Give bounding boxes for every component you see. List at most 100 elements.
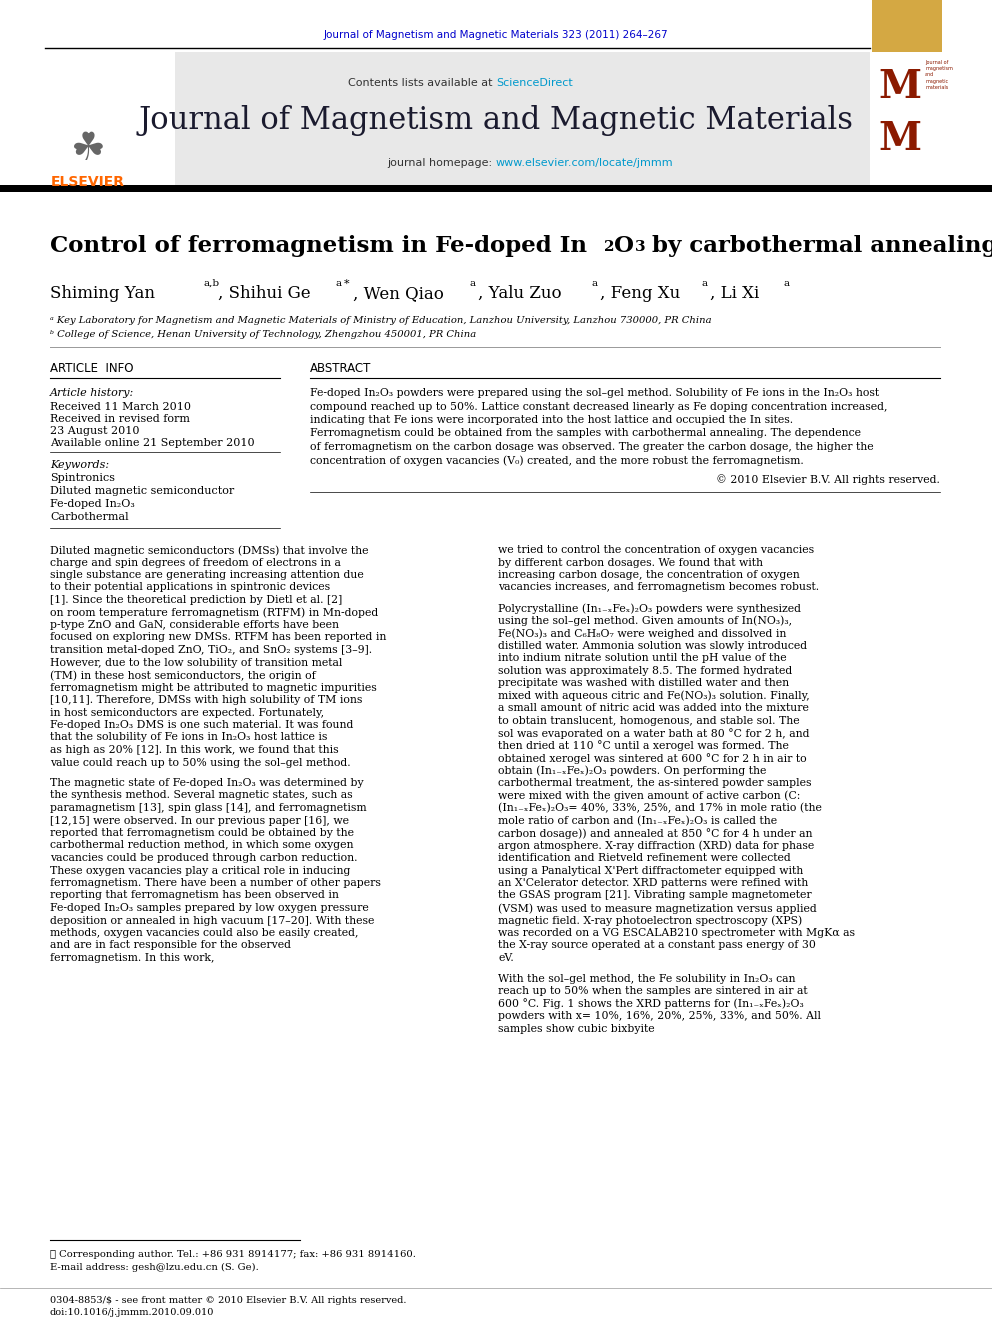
Text: vacancies increases, and ferromagnetism becomes robust.: vacancies increases, and ferromagnetism … — [498, 582, 819, 593]
Text: to their potential applications in spintronic devices: to their potential applications in spint… — [50, 582, 330, 593]
Text: (VSM) was used to measure magnetization versus applied: (VSM) was used to measure magnetization … — [498, 904, 816, 914]
Text: The magnetic state of Fe-doped In₂O₃ was determined by: The magnetic state of Fe-doped In₂O₃ was… — [50, 778, 364, 789]
Text: , Li Xi: , Li Xi — [710, 284, 759, 302]
Text: However, due to the low solubility of transition metal: However, due to the low solubility of tr… — [50, 658, 342, 668]
Text: by carbothermal annealing: by carbothermal annealing — [644, 235, 992, 257]
Text: ☘: ☘ — [70, 130, 105, 168]
Text: in host semiconductors are expected. Fortunately,: in host semiconductors are expected. For… — [50, 708, 324, 717]
Text: Carbothermal: Carbothermal — [50, 512, 129, 523]
Text: Received in revised form: Received in revised form — [50, 414, 190, 423]
Text: a: a — [702, 279, 708, 288]
Text: focused on exploring new DMSs. RTFM has been reported in: focused on exploring new DMSs. RTFM has … — [50, 632, 386, 643]
Text: eV.: eV. — [498, 953, 514, 963]
Text: Journal of Magnetism and Magnetic Materials 323 (2011) 264–267: Journal of Magnetism and Magnetic Materi… — [323, 30, 669, 40]
Text: , Wen Qiao: , Wen Qiao — [353, 284, 443, 302]
Text: *: * — [344, 279, 349, 288]
Text: a,b: a,b — [204, 279, 220, 288]
Text: ⋆ Corresponding author. Tel.: +86 931 8914177; fax: +86 931 8914160.: ⋆ Corresponding author. Tel.: +86 931 89… — [50, 1250, 416, 1259]
Text: Contents lists available at: Contents lists available at — [348, 78, 496, 89]
Text: solution was approximately 8.5. The formed hydrated: solution was approximately 8.5. The form… — [498, 665, 793, 676]
Text: Polycrystalline (In₁₋ₓFeₓ)₂O₃ powders were synthesized: Polycrystalline (In₁₋ₓFeₓ)₂O₃ powders we… — [498, 603, 801, 614]
Text: obtain (In₁₋ₓFeₓ)₂O₃ powders. On performing the: obtain (In₁₋ₓFeₓ)₂O₃ powders. On perform… — [498, 766, 767, 777]
Text: Diluted magnetic semiconductors (DMSs) that involve the: Diluted magnetic semiconductors (DMSs) t… — [50, 545, 368, 556]
Text: as high as 20% [12]. In this work, we found that this: as high as 20% [12]. In this work, we fo… — [50, 745, 338, 755]
Text: Shiming Yan: Shiming Yan — [50, 284, 155, 302]
Text: the GSAS program [21]. Vibrating sample magnetometer: the GSAS program [21]. Vibrating sample … — [498, 890, 811, 901]
Text: ABSTRACT: ABSTRACT — [310, 363, 371, 374]
Text: ferromagnetism. In this work,: ferromagnetism. In this work, — [50, 953, 214, 963]
Text: using a Panalytical X'Pert diffractometer equipped with: using a Panalytical X'Pert diffractomete… — [498, 865, 804, 876]
Text: Keywords:: Keywords: — [50, 460, 109, 470]
Text: a: a — [784, 279, 790, 288]
Text: a small amount of nitric acid was added into the mixture: a small amount of nitric acid was added … — [498, 703, 808, 713]
Text: by different carbon dosages. We found that with: by different carbon dosages. We found th… — [498, 557, 763, 568]
Text: , Shihui Ge: , Shihui Ge — [218, 284, 310, 302]
Text: identification and Rietveld refinement were collected: identification and Rietveld refinement w… — [498, 853, 791, 863]
Text: www.elsevier.com/locate/jmmm: www.elsevier.com/locate/jmmm — [496, 157, 674, 168]
Text: Available online 21 September 2010: Available online 21 September 2010 — [50, 438, 255, 448]
Bar — [45, 52, 870, 185]
Text: to obtain translucent, homogenous, and stable sol. The: to obtain translucent, homogenous, and s… — [498, 716, 800, 725]
Text: an X'Celerator detector. XRD patterns were refined with: an X'Celerator detector. XRD patterns we… — [498, 878, 808, 888]
Text: Fe-doped In₂O₃ powders were prepared using the sol–gel method. Solubility of Fe : Fe-doped In₂O₃ powders were prepared usi… — [310, 388, 879, 398]
Text: into indium nitrate solution until the pH value of the: into indium nitrate solution until the p… — [498, 654, 787, 663]
Text: then dried at 110 °C until a xerogel was formed. The: then dried at 110 °C until a xerogel was… — [498, 741, 789, 751]
Text: that the solubility of Fe ions in In₂O₃ host lattice is: that the solubility of Fe ions in In₂O₃ … — [50, 733, 327, 742]
Text: ᵃ Key Laboratory for Magnetism and Magnetic Materials of Ministry of Education, : ᵃ Key Laboratory for Magnetism and Magne… — [50, 316, 711, 325]
Text: doi:10.1016/j.jmmm.2010.09.010: doi:10.1016/j.jmmm.2010.09.010 — [50, 1308, 214, 1316]
Text: 600 °C. Fig. 1 shows the XRD patterns for (In₁₋ₓFeₓ)₂O₃: 600 °C. Fig. 1 shows the XRD patterns fo… — [498, 999, 804, 1009]
Text: [12,15] were observed. In our previous paper [16], we: [12,15] were observed. In our previous p… — [50, 815, 349, 826]
Text: a: a — [336, 279, 342, 288]
Text: single substance are generating increasing attention due: single substance are generating increasi… — [50, 570, 364, 579]
Text: increasing carbon dosage, the concentration of oxygen: increasing carbon dosage, the concentrat… — [498, 570, 800, 579]
Text: These oxygen vacancies play a critical role in inducing: These oxygen vacancies play a critical r… — [50, 865, 350, 876]
Text: (In₁₋ₓFeₓ)₂O₃= 40%, 33%, 25%, and 17% in mole ratio (the: (In₁₋ₓFeₓ)₂O₃= 40%, 33%, 25%, and 17% in… — [498, 803, 822, 814]
Text: samples show cubic bixbyite: samples show cubic bixbyite — [498, 1024, 655, 1033]
Text: on room temperature ferromagnetism (RTFM) in Mn-doped: on room temperature ferromagnetism (RTFM… — [50, 607, 378, 618]
Text: deposition or annealed in high vacuum [17–20]. With these: deposition or annealed in high vacuum [1… — [50, 916, 374, 926]
Text: a: a — [592, 279, 598, 288]
Text: precipitate was washed with distilled water and then: precipitate was washed with distilled wa… — [498, 677, 789, 688]
Text: 0304-8853/$ - see front matter © 2010 Elsevier B.V. All rights reserved.: 0304-8853/$ - see front matter © 2010 El… — [50, 1297, 407, 1304]
Text: © 2010 Elsevier B.V. All rights reserved.: © 2010 Elsevier B.V. All rights reserved… — [716, 474, 940, 484]
Text: the synthesis method. Several magnetic states, such as: the synthesis method. Several magnetic s… — [50, 791, 352, 800]
Text: ARTICLE  INFO: ARTICLE INFO — [50, 363, 134, 374]
Text: value could reach up to 50% using the sol–gel method.: value could reach up to 50% using the so… — [50, 758, 350, 767]
Text: O: O — [614, 235, 634, 257]
Text: reported that ferromagnetism could be obtained by the: reported that ferromagnetism could be ob… — [50, 828, 354, 837]
Text: magnetic field. X-ray photoelectron spectroscopy (XPS): magnetic field. X-ray photoelectron spec… — [498, 916, 803, 926]
Text: Diluted magnetic semiconductor: Diluted magnetic semiconductor — [50, 486, 234, 496]
Text: concentration of oxygen vacancies (V₀) created, and the more robust the ferromag: concentration of oxygen vacancies (V₀) c… — [310, 455, 804, 466]
Text: and are in fact responsible for the observed: and are in fact responsible for the obse… — [50, 941, 291, 950]
Text: Fe-doped In₂O₃ DMS is one such material. It was found: Fe-doped In₂O₃ DMS is one such material.… — [50, 720, 353, 730]
Text: carbothermal treatment, the as-sintered powder samples: carbothermal treatment, the as-sintered … — [498, 778, 811, 789]
Text: mole ratio of carbon and (In₁₋ₓFeₓ)₂O₃ is called the: mole ratio of carbon and (In₁₋ₓFeₓ)₂O₃ i… — [498, 815, 777, 826]
Text: Ferromagnetism could be obtained from the samples with carbothermal annealing. T: Ferromagnetism could be obtained from th… — [310, 429, 861, 438]
Text: obtained xerogel was sintered at 600 °C for 2 h in air to: obtained xerogel was sintered at 600 °C … — [498, 753, 806, 763]
Text: powders with x= 10%, 16%, 20%, 25%, 33%, and 50%. All: powders with x= 10%, 16%, 20%, 25%, 33%,… — [498, 1011, 821, 1021]
Text: journal homepage:: journal homepage: — [387, 157, 496, 168]
Text: ScienceDirect: ScienceDirect — [496, 78, 572, 89]
Text: ᵇ College of Science, Henan University of Technology, Zhengzhou 450001, PR China: ᵇ College of Science, Henan University o… — [50, 329, 476, 339]
Text: E-mail address: gesh@lzu.edu.cn (S. Ge).: E-mail address: gesh@lzu.edu.cn (S. Ge). — [50, 1263, 259, 1273]
Text: carbon dosage)) and annealed at 850 °C for 4 h under an: carbon dosage)) and annealed at 850 °C f… — [498, 828, 812, 839]
Text: With the sol–gel method, the Fe solubility in In₂O₃ can: With the sol–gel method, the Fe solubili… — [498, 974, 796, 983]
Text: Fe-doped In₂O₃: Fe-doped In₂O₃ — [50, 499, 135, 509]
Text: M: M — [879, 67, 922, 106]
Text: ELSEVIER: ELSEVIER — [51, 175, 125, 189]
Text: carbothermal reduction method, in which some oxygen: carbothermal reduction method, in which … — [50, 840, 353, 851]
Text: 2: 2 — [604, 239, 614, 254]
Text: using the sol–gel method. Given amounts of In(NO₃)₃,: using the sol–gel method. Given amounts … — [498, 615, 793, 626]
Text: were mixed with the given amount of active carbon (C:: were mixed with the given amount of acti… — [498, 791, 801, 800]
Text: methods, oxygen vacancies could also be easily created,: methods, oxygen vacancies could also be … — [50, 927, 358, 938]
Text: [1]. Since the theoretical prediction by Dietl et al. [2]: [1]. Since the theoretical prediction by… — [50, 595, 342, 605]
Text: (TM) in these host semiconductors, the origin of: (TM) in these host semiconductors, the o… — [50, 669, 315, 680]
Text: vacancies could be produced through carbon reduction.: vacancies could be produced through carb… — [50, 853, 357, 863]
Text: distilled water. Ammonia solution was slowly introduced: distilled water. Ammonia solution was sl… — [498, 640, 807, 651]
Text: M: M — [879, 120, 922, 157]
Text: Journal of
magnetism
and
magnetic
materials: Journal of magnetism and magnetic materi… — [925, 60, 953, 90]
Text: Fe(NO₃)₃ and C₆H₈O₇ were weighed and dissolved in: Fe(NO₃)₃ and C₆H₈O₇ were weighed and dis… — [498, 628, 787, 639]
Text: reach up to 50% when the samples are sintered in air at: reach up to 50% when the samples are sin… — [498, 986, 807, 996]
Text: 23 August 2010: 23 August 2010 — [50, 426, 140, 437]
Text: p-type ZnO and GaN, considerable efforts have been: p-type ZnO and GaN, considerable efforts… — [50, 620, 339, 630]
